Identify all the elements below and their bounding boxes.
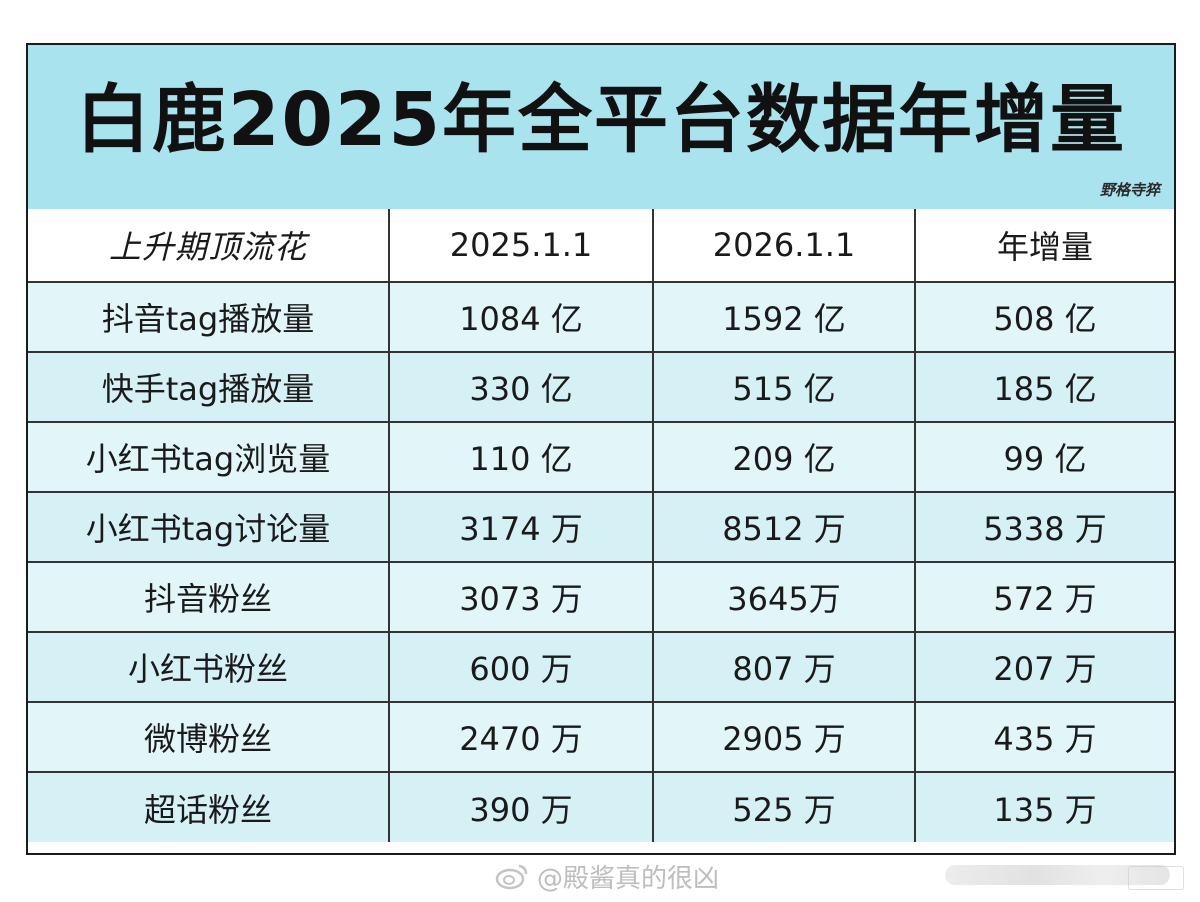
title-band: 白鹿2025年全平台数据年增量 野格寺猝: [28, 45, 1174, 211]
weibo-icon: [495, 864, 528, 890]
value-2025-cell: 2470 万: [388, 701, 654, 773]
header-subject: 上升期顶流花: [28, 209, 390, 283]
table-row: 微博粉丝 2470 万 2905 万 435 万: [28, 701, 1174, 773]
table-row: 小红书tag讨论量 3174 万 8512 万 5338 万: [28, 491, 1174, 563]
increase-cell: 508 亿: [914, 282, 1174, 353]
value-2025-cell: 110 亿: [388, 421, 654, 493]
metric-cell: 抖音粉丝: [28, 561, 390, 633]
table-frame: 白鹿2025年全平台数据年增量 野格寺猝 上升期顶流花 2025.1.1 202…: [26, 43, 1176, 855]
blurred-watermark: [945, 865, 1170, 885]
value-2025-cell: 390 万: [388, 771, 654, 842]
page-title: 白鹿2025年全平台数据年增量: [76, 77, 1126, 163]
table-row: 抖音tag播放量 1084 亿 1592 亿 508 亿: [28, 282, 1174, 353]
metric-cell: 小红书tag浏览量: [28, 421, 390, 493]
table-body: 抖音tag播放量 1084 亿 1592 亿 508 亿快手tag播放量 330 亿 51…: [28, 282, 1174, 842]
metric-cell: 抖音tag播放量: [28, 282, 390, 353]
table-row: 抖音粉丝 3073 万 3645万 572 万: [28, 561, 1174, 633]
value-2026-cell: 3645万: [652, 561, 916, 633]
metric-cell: 小红书tag讨论量: [28, 491, 390, 563]
value-2025-cell: 3073 万: [388, 561, 654, 633]
data-table: 上升期顶流花 2025.1.1 2026.1.1 年增量 抖音tag播放量 108…: [28, 209, 1174, 842]
increase-cell: 5338 万: [914, 491, 1174, 563]
value-2026-cell: 515 亿: [652, 351, 916, 423]
table-row: 超话粉丝 390 万 525 万 135 万: [28, 771, 1174, 842]
header-2025: 2025.1.1: [388, 209, 654, 283]
watermark: @殿酱真的很凶: [495, 858, 719, 894]
increase-cell: 435 万: [914, 701, 1174, 773]
value-2026-cell: 209 亿: [652, 421, 916, 493]
value-2026-cell: 2905 万: [652, 701, 916, 773]
value-2025-cell: 3174 万: [388, 491, 654, 563]
value-2025-cell: 600 万: [388, 631, 654, 703]
value-2025-cell: 330 亿: [388, 351, 654, 423]
increase-cell: 572 万: [914, 561, 1174, 633]
header-2026: 2026.1.1: [652, 209, 916, 283]
metric-cell: 超话粉丝: [28, 771, 390, 842]
table-row: 小红书粉丝 600 万 807 万 207 万: [28, 631, 1174, 703]
increase-cell: 99 亿: [914, 421, 1174, 493]
header-row: 上升期顶流花 2025.1.1 2026.1.1 年增量: [28, 209, 1174, 283]
watermark-text: @殿酱真的很凶: [537, 863, 720, 894]
increase-cell: 135 万: [914, 771, 1174, 842]
increase-cell: 185 亿: [914, 351, 1174, 423]
table-row: 快手tag播放量 330 亿 515 亿 185 亿: [28, 351, 1174, 423]
value-2026-cell: 1592 亿: [652, 282, 916, 353]
table-row: 小红书tag浏览量 110 亿 209 亿 99 亿: [28, 421, 1174, 493]
metric-cell: 微博粉丝: [28, 701, 390, 773]
value-2026-cell: 8512 万: [652, 491, 916, 563]
increase-cell: 207 万: [914, 631, 1174, 703]
value-2025-cell: 1084 亿: [388, 282, 654, 353]
signature-text: 野格寺猝: [1099, 181, 1160, 199]
corner-stamp: [1128, 866, 1184, 890]
header-increase: 年增量: [914, 209, 1174, 283]
metric-cell: 快手tag播放量: [28, 351, 390, 423]
value-2026-cell: 807 万: [652, 631, 916, 703]
value-2026-cell: 525 万: [652, 771, 916, 842]
metric-cell: 小红书粉丝: [28, 631, 390, 703]
